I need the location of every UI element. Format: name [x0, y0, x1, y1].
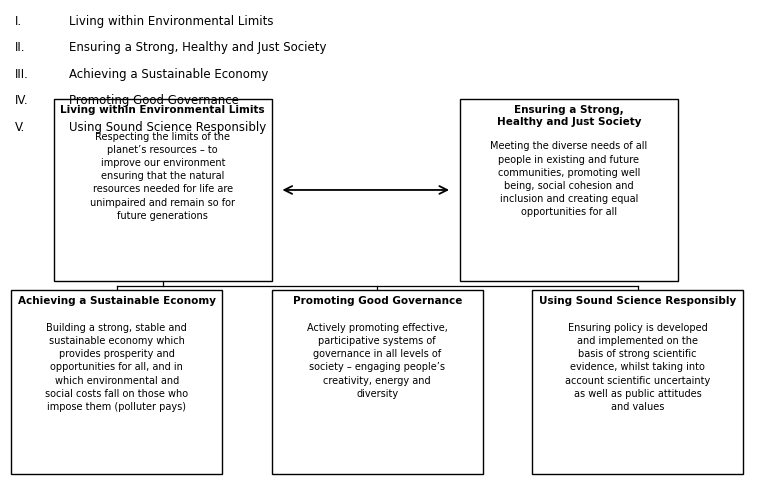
Text: Achieving a Sustainable Economy: Achieving a Sustainable Economy	[69, 68, 268, 81]
Text: Meeting the diverse needs of all
people in existing and future
communities, prom: Meeting the diverse needs of all people …	[490, 141, 647, 217]
Text: Ensuring a Strong,
Healthy and Just Society: Ensuring a Strong, Healthy and Just Soci…	[496, 105, 641, 127]
FancyBboxPatch shape	[272, 290, 483, 474]
Text: Promoting Good Governance: Promoting Good Governance	[69, 94, 239, 107]
Text: IV.: IV.	[15, 94, 29, 107]
Text: Ensuring policy is developed
and implemented on the
basis of strong scientific
e: Ensuring policy is developed and impleme…	[565, 323, 710, 412]
Text: V.: V.	[15, 121, 25, 134]
FancyBboxPatch shape	[532, 290, 743, 474]
FancyBboxPatch shape	[460, 99, 678, 281]
Text: I.: I.	[15, 15, 22, 28]
Text: Actively promoting effective,
participative systems of
governance in all levels : Actively promoting effective, participat…	[307, 323, 447, 399]
FancyBboxPatch shape	[54, 99, 272, 281]
Text: Ensuring a Strong, Healthy and Just Society: Ensuring a Strong, Healthy and Just Soci…	[69, 41, 326, 54]
Text: Using Sound Science Responsibly: Using Sound Science Responsibly	[539, 296, 736, 306]
FancyBboxPatch shape	[11, 290, 222, 474]
Text: II.: II.	[15, 41, 26, 54]
Text: Achieving a Sustainable Economy: Achieving a Sustainable Economy	[18, 296, 216, 306]
Text: III.: III.	[15, 68, 29, 81]
Text: Using Sound Science Responsibly: Using Sound Science Responsibly	[69, 121, 267, 134]
Text: Respecting the limits of the
planet’s resources – to
improve our environment
ens: Respecting the limits of the planet’s re…	[90, 132, 235, 221]
Text: Living within Environmental Limits: Living within Environmental Limits	[61, 105, 265, 115]
Text: Building a strong, stable and
sustainable economy which
provides prosperity and
: Building a strong, stable and sustainabl…	[45, 323, 188, 412]
Text: Living within Environmental Limits: Living within Environmental Limits	[69, 15, 273, 28]
Text: Promoting Good Governance: Promoting Good Governance	[293, 296, 462, 306]
